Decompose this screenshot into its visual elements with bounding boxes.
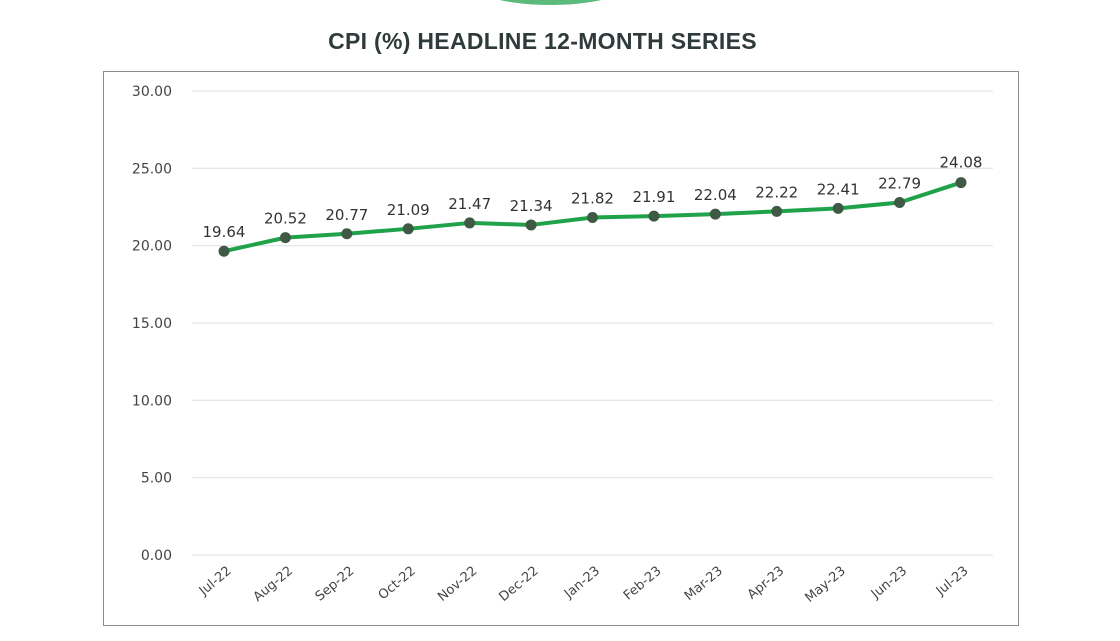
data-point [648, 210, 660, 222]
data-label: 21.82 [571, 190, 614, 208]
data-point [341, 228, 353, 240]
y-tick-label: 5.00 [141, 471, 172, 487]
x-tick-label: Jul-22 [196, 564, 235, 600]
x-tick-label: Apr-23 [745, 564, 788, 603]
data-label: 22.41 [817, 180, 860, 198]
chart-title: CPI (%) HEADLINE 12-MONTH SERIES [328, 28, 757, 54]
data-point [402, 223, 414, 235]
x-tick-label: Nov-22 [435, 564, 480, 605]
data-label: 21.91 [632, 188, 675, 206]
data-label: 24.08 [940, 154, 983, 172]
x-tick-label: Jan-23 [561, 564, 603, 603]
x-tick-label: Jun-23 [868, 564, 910, 603]
x-tick-label: Mar-23 [682, 564, 726, 604]
x-tick-label: Dec-22 [496, 564, 541, 605]
data-label: 21.34 [510, 197, 553, 215]
data-label: 22.22 [755, 183, 798, 201]
data-point [525, 219, 537, 231]
data-point [832, 202, 844, 214]
y-tick-label: 10.00 [132, 393, 172, 409]
data-point [771, 205, 783, 217]
y-tick-label: 15.00 [132, 316, 172, 332]
data-point [709, 208, 721, 220]
y-tick-label: 30.00 [132, 84, 172, 100]
x-tick-label: Jul-23 [933, 564, 972, 600]
data-point [894, 197, 906, 209]
decorative-green-shape [478, 0, 623, 5]
data-label: 19.64 [203, 223, 246, 241]
data-point [218, 245, 230, 257]
chart-frame [103, 71, 1019, 626]
data-point [464, 217, 476, 229]
data-point [955, 177, 967, 189]
x-tick-label: May-23 [802, 564, 848, 606]
x-tick-label: Sep-22 [313, 564, 358, 605]
x-tick-label: Oct-22 [376, 564, 419, 604]
data-point [279, 232, 291, 244]
data-label: 21.47 [448, 195, 491, 213]
x-tick-label: Aug-22 [251, 564, 296, 605]
data-label: 22.04 [694, 186, 737, 204]
data-label: 20.52 [264, 210, 307, 228]
data-label: 22.79 [878, 175, 921, 193]
data-point [587, 212, 598, 224]
y-tick-label: 0.00 [141, 548, 172, 564]
data-label: 21.09 [387, 201, 430, 219]
y-tick-label: 25.00 [132, 161, 172, 177]
data-label: 20.77 [325, 206, 368, 224]
y-tick-label: 20.00 [132, 239, 172, 255]
x-tick-label: Feb-23 [621, 564, 665, 604]
